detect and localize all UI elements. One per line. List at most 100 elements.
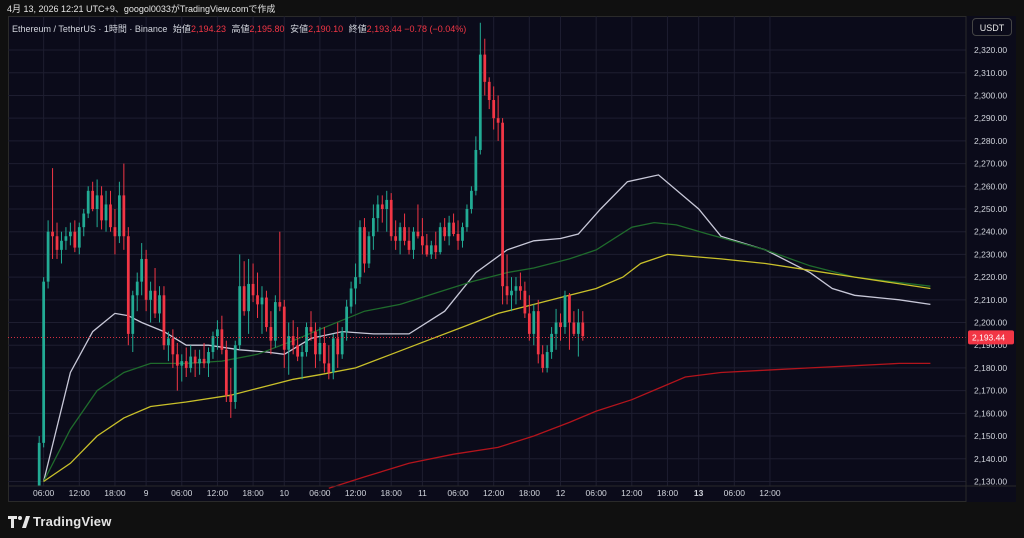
- candle-body: [456, 233, 460, 241]
- candle-body: [202, 358, 206, 364]
- candle-body: [220, 329, 224, 350]
- candle-body: [233, 345, 237, 402]
- candle-body: [269, 327, 273, 341]
- candle-body: [371, 218, 375, 237]
- candle-body: [505, 286, 509, 296]
- candle-body: [113, 227, 117, 237]
- low-label: 安値: [290, 24, 309, 34]
- tradingview-logo-icon: [8, 515, 30, 528]
- candle-body: [247, 283, 250, 312]
- candle-body: [318, 342, 322, 355]
- candle-body: [572, 322, 576, 334]
- price-chart[interactable]: 2,320.00 2,310.00 2,300.00 2,290.00 2,280.00…: [8, 16, 1016, 502]
- candle-body: [242, 286, 246, 312]
- time-tick-label: 06:00: [586, 488, 608, 498]
- candle-body: [523, 290, 527, 314]
- candle-body: [158, 295, 161, 314]
- price-tick-label: 2,130.00: [974, 476, 1007, 486]
- candle-body: [175, 354, 179, 366]
- price-tick-label: 2,170.00: [974, 386, 1007, 396]
- close-value: 2,193.44: [366, 24, 402, 34]
- time-tick-label: 12:00: [345, 488, 367, 498]
- candle-body: [376, 204, 380, 219]
- time-tick-label: 12:00: [69, 488, 91, 498]
- candle-body: [162, 295, 166, 346]
- candle-body: [238, 286, 242, 346]
- candle-body: [282, 306, 286, 350]
- candle-body: [407, 240, 411, 250]
- candle-body: [336, 338, 340, 355]
- price-tick-label: 2,200.00: [974, 318, 1007, 328]
- candle-body: [77, 227, 81, 248]
- time-tick-label: 06:00: [724, 488, 746, 498]
- high-value: 2,195.80: [249, 24, 285, 34]
- candle-body: [167, 338, 170, 346]
- candle-body: [568, 295, 571, 323]
- moving-average-line: [42, 174, 931, 482]
- symbol-title[interactable]: Ethereum / TetherUS · 1時間 · Binance: [12, 24, 168, 34]
- tradingview-brand[interactable]: TradingView: [8, 512, 112, 530]
- high-label: 高値: [231, 24, 250, 34]
- currency-button[interactable]: USDT: [972, 18, 1012, 36]
- candle-body: [140, 258, 144, 282]
- candle-body: [260, 297, 264, 305]
- low-value: 2,190.10: [308, 24, 344, 34]
- price-tick-label: 2,160.00: [974, 408, 1007, 418]
- candle-body: [478, 54, 482, 150]
- candle-body: [434, 245, 438, 253]
- time-tick-label: 12: [556, 488, 566, 498]
- candle-body: [545, 352, 549, 368]
- candle-body: [452, 222, 455, 234]
- candle-body: [532, 311, 536, 334]
- candle-body: [421, 236, 424, 246]
- price-axis[interactable]: [966, 16, 1016, 502]
- candle-body: [496, 118, 500, 123]
- candle-body: [519, 286, 522, 291]
- candle-body: [483, 54, 487, 82]
- candle-body: [550, 333, 553, 353]
- candle-body: [291, 336, 295, 346]
- open-label: 始値: [172, 24, 191, 34]
- candle-body: [73, 231, 77, 248]
- candle-body: [229, 395, 233, 402]
- time-tick-label: 12:00: [621, 488, 643, 498]
- candle-body: [305, 327, 308, 353]
- candle-body: [55, 236, 59, 250]
- price-tick-label: 2,230.00: [974, 249, 1007, 259]
- candle-body: [331, 338, 335, 373]
- candle-body: [363, 227, 366, 264]
- time-tick-label: 18:00: [242, 488, 264, 498]
- candle-body: [287, 336, 291, 350]
- moving-average-line: [43, 253, 931, 483]
- candle-body: [416, 231, 420, 237]
- candle-body: [389, 199, 393, 237]
- time-tick-label: 06:00: [171, 488, 193, 498]
- candle-body: [184, 361, 188, 368]
- price-tick-label: 2,300.00: [974, 90, 1007, 100]
- price-tick-label: 2,250.00: [974, 204, 1007, 214]
- candle-body: [198, 358, 201, 364]
- candle-body: [474, 149, 478, 191]
- time-tick-label: 18:00: [519, 488, 541, 498]
- candle-body: [438, 227, 442, 253]
- candle-body: [492, 100, 496, 119]
- candle-body: [265, 297, 268, 328]
- candle-body: [64, 236, 68, 241]
- price-tick-label: 2,180.00: [974, 363, 1007, 373]
- price-tick-label: 2,140.00: [974, 454, 1007, 464]
- candle-body: [385, 199, 389, 209]
- open-value: 2,194.23: [190, 24, 226, 34]
- price-tick-label: 2,210.00: [974, 295, 1007, 305]
- close-label: 終値: [348, 24, 367, 34]
- time-tick-label: 10: [280, 488, 290, 498]
- snapshot-info: 4月 13, 2026 12:21 UTC+9、googol0033がTradi…: [7, 4, 276, 14]
- candle-body: [425, 245, 429, 255]
- candle-body: [211, 336, 215, 353]
- time-tick-label: 18:00: [657, 488, 679, 498]
- time-tick-label: 06:00: [33, 488, 55, 498]
- candle-body: [403, 227, 406, 241]
- candle-body: [126, 236, 130, 334]
- chart-panel[interactable]: [8, 16, 1016, 502]
- time-tick-label: 06:00: [447, 488, 469, 498]
- candle-body: [278, 302, 282, 307]
